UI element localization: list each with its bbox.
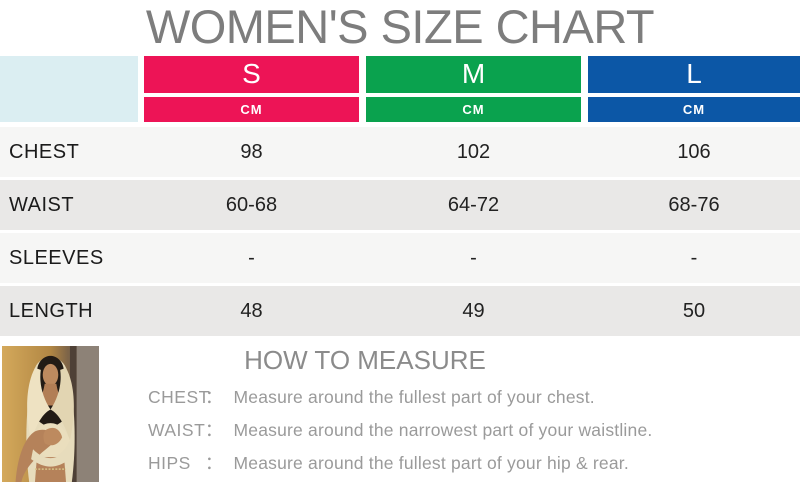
cell-length-m: 49 <box>462 300 485 322</box>
cell-sleeves-m: - <box>470 247 477 269</box>
size-header-s: S <box>144 56 359 93</box>
measure-line-chest: CHEST： Measure around the fullest part of… <box>148 385 788 409</box>
cell-chest-l: 106 <box>677 141 711 163</box>
row-label: WAIST <box>9 194 75 216</box>
cell-sleeves-s: - <box>248 247 255 269</box>
row-label: LENGTH <box>9 300 94 322</box>
measure-heading: HOW TO MEASURE <box>244 345 486 375</box>
measure-colon: ： <box>205 453 223 473</box>
size-header-l: L <box>588 56 800 93</box>
measure-text: Measure around the narrowest part of you… <box>233 420 653 440</box>
size-header-m: M <box>366 56 581 93</box>
measure-label: WAIST <box>148 420 206 440</box>
model-photo <box>2 346 99 482</box>
row-label: SLEEVES <box>9 247 104 269</box>
unit-cell-l: CM <box>588 97 800 122</box>
table-corner-cell <box>0 56 138 122</box>
cell-chest-m: 102 <box>456 141 491 163</box>
measure-line-waist: WAIST： Measure around the narrowest part … <box>148 418 788 442</box>
measure-line-hips: HIPS ： Measure around the fullest part of … <box>148 451 788 475</box>
cell-waist-l: 68-76 <box>668 194 720 216</box>
measure-text: Measure around the fullest part of your … <box>233 453 629 473</box>
cell-length-s: 48 <box>240 300 263 322</box>
unit-cell-m: CM <box>366 97 581 122</box>
measure-colon: ： <box>205 387 223 407</box>
model-photo-illustration <box>2 346 99 482</box>
cell-waist-m: 64-72 <box>447 194 500 216</box>
cell-chest-s: 98 <box>240 141 263 163</box>
cell-length-l: 50 <box>682 300 706 322</box>
measure-label: CHEST <box>148 387 210 407</box>
table-row-waist: WAIST 60-68 64-72 68-76 <box>0 180 800 233</box>
table-row-sleeves: SLEEVES - - - <box>0 233 800 286</box>
row-label: CHEST <box>9 141 80 163</box>
measure-colon: ： <box>205 420 223 440</box>
unit-cell-s: CM <box>144 97 359 122</box>
cell-waist-s: 60-68 <box>225 194 278 216</box>
page-title: WOMEN'S SIZE CHART <box>145 0 655 53</box>
cell-sleeves-l: - <box>690 247 698 269</box>
measure-text: Measure around the fullest part of your … <box>233 387 595 407</box>
measure-label: HIPS <box>148 453 191 473</box>
table-row-length: LENGTH 48 49 50 <box>0 286 800 339</box>
table-row-chest: CHEST 98 102 106 <box>0 127 800 180</box>
